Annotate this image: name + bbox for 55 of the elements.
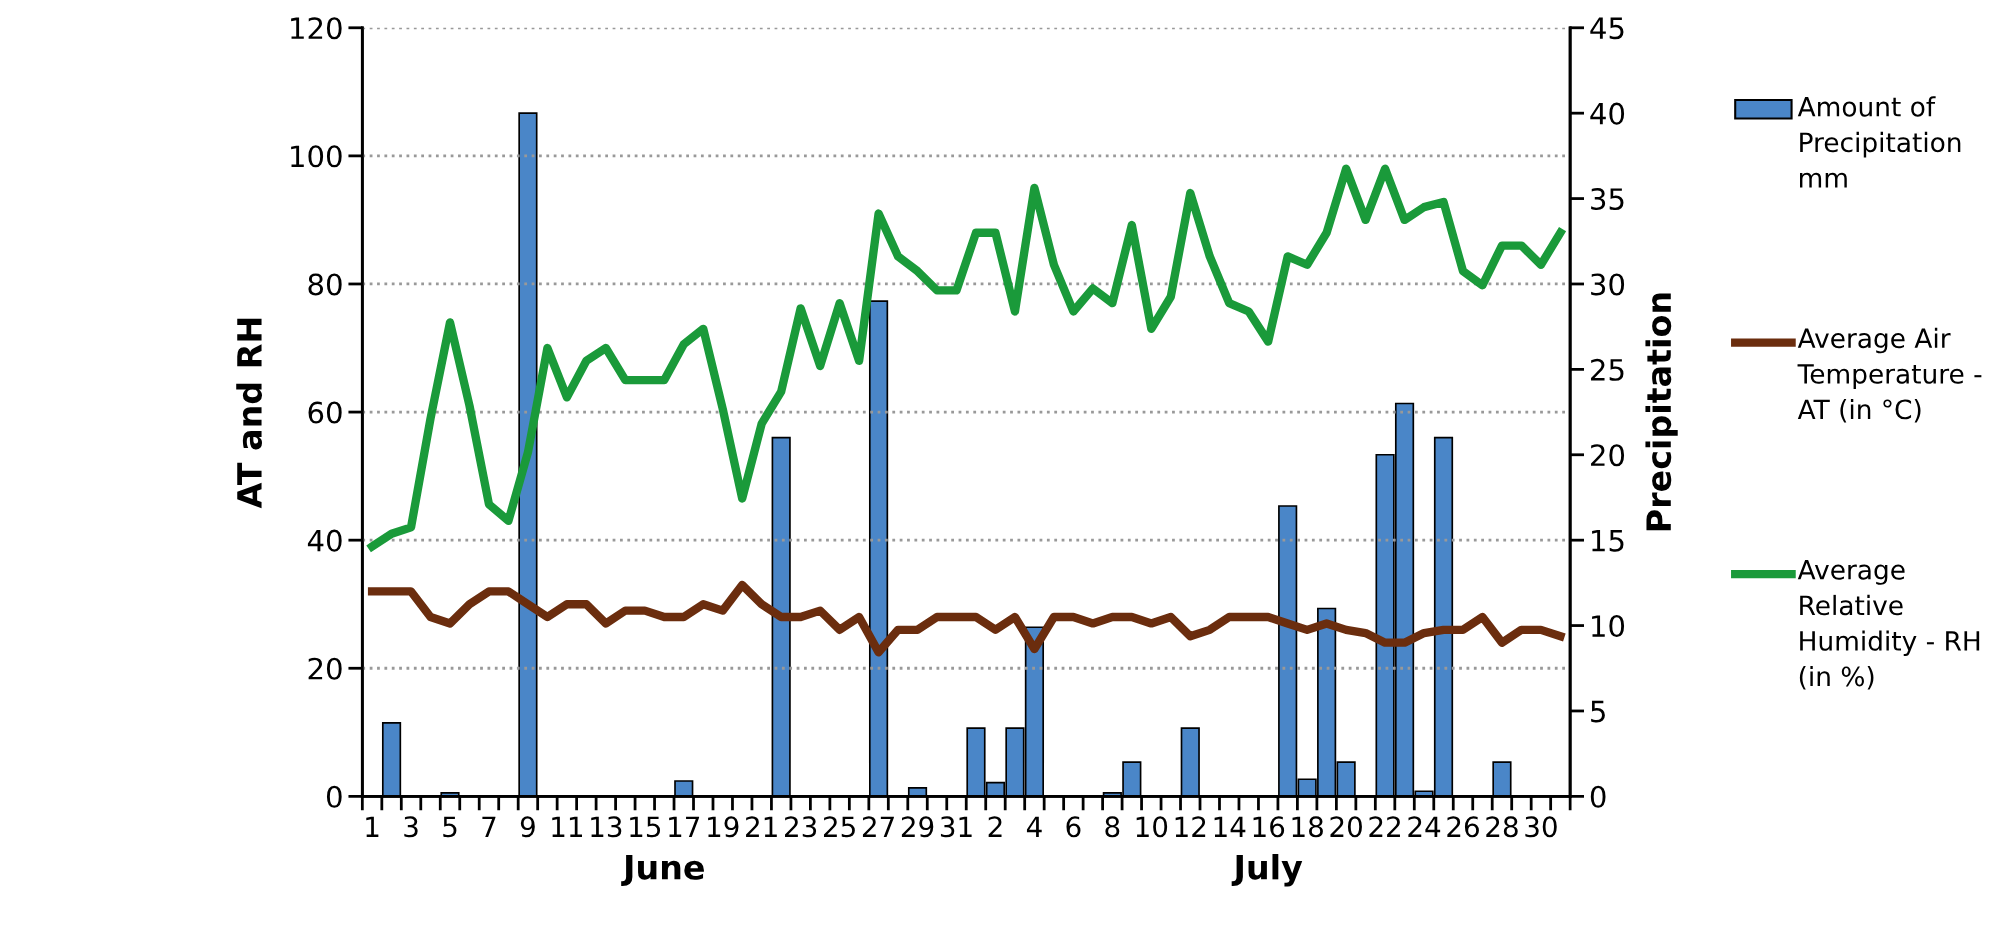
x-tick-label: 16	[1253, 816, 1285, 838]
x-tick-label: 21	[746, 816, 777, 837]
x-tick-label: 7	[482, 816, 496, 837]
x-tick-label: 4	[1026, 816, 1042, 837]
x-tick-label: 30	[1525, 816, 1557, 838]
x-tick-label: 22	[1369, 816, 1400, 837]
y-tick-label: 100	[291, 145, 342, 168]
x-tick-label: 24	[1408, 816, 1441, 837]
text: June	[621, 855, 704, 886]
y-tick-label: 120	[291, 17, 342, 40]
legend-label: Average Relative Humidity - RH (in %)	[1797, 560, 1980, 690]
x-tick-label: 25	[823, 816, 855, 838]
x-tick-label: 6	[1066, 816, 1081, 838]
x-tick-label: 1	[366, 816, 379, 837]
x-tick-label: 31	[940, 816, 972, 838]
y-tick-label: 20	[308, 657, 342, 680]
legend-label: Average Air Temperature - AT (in °C)	[1797, 327, 1982, 423]
x-tick-label: 2	[988, 816, 1002, 837]
y2-tick-label: 5	[1591, 700, 1605, 723]
x-tick-label: 26	[1447, 816, 1479, 838]
y2-tick-label: 25	[1591, 358, 1624, 381]
x-tick-label: 19	[708, 816, 739, 838]
y2-tick-label: 10	[1592, 615, 1625, 638]
y-tick-label: 0	[326, 785, 342, 808]
y2-tick-label: 45	[1590, 17, 1624, 40]
y2-tick-label: 30	[1591, 273, 1625, 296]
x-tick-label: 3	[404, 816, 418, 838]
y2-tick-label: 40	[1590, 102, 1625, 125]
x-tick-label: 10	[1136, 816, 1168, 838]
x-tick-label: 11	[552, 816, 582, 837]
x-tick-label: 12	[1175, 816, 1206, 837]
x-tick-label: 29	[901, 816, 934, 838]
legend-label: Amount of Precipitation mm	[1797, 96, 1961, 188]
y2-tick-label: 35	[1591, 188, 1624, 211]
y2-axis-title: Precipitation	[1645, 293, 1678, 531]
y-tick-label: 60	[308, 401, 342, 424]
x-tick-label: 27	[862, 816, 894, 837]
x-tick-label: 18	[1292, 816, 1323, 838]
x-tick-label: 8	[1105, 816, 1120, 838]
y-tick-label: 80	[308, 273, 342, 296]
y2-tick-label: 20	[1591, 444, 1625, 467]
text: July	[1231, 854, 1303, 887]
x-tick-label: 23	[785, 816, 817, 838]
x-tick-label: 17	[669, 816, 700, 837]
x-tick-label: 14	[1214, 816, 1246, 837]
x-tick-label: 20	[1330, 816, 1362, 838]
x-tick-label: 5	[443, 816, 457, 838]
y2-tick-label: 15	[1592, 529, 1624, 552]
x-tick-label: 13	[591, 816, 622, 838]
y-tick-label: 40	[307, 529, 342, 552]
x-tick-label: 9	[520, 816, 535, 838]
y2-tick-label: 0	[1590, 785, 1606, 808]
x-tick-label: 28	[1486, 816, 1518, 838]
y-axis-title: AT and RH	[236, 318, 263, 509]
x-tick-label: 15	[630, 816, 661, 838]
